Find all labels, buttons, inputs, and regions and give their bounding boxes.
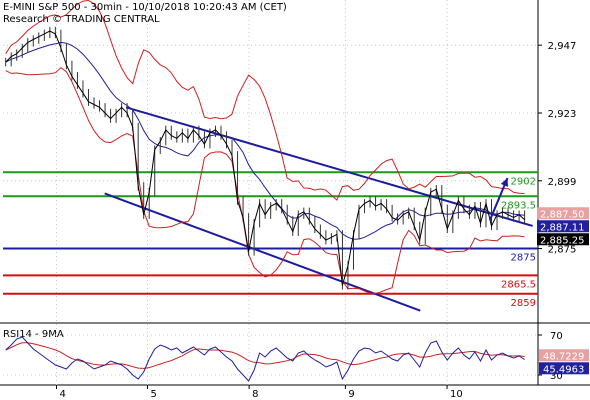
chart-title: E-MINI S&P 500 - 30min - 10/10/2018 10:2… (3, 2, 287, 13)
rsi-tick-label: 70 (550, 331, 563, 342)
bollinger-lower-band (5, 66, 525, 294)
time-tick-label: 5 (150, 389, 156, 400)
time-tick-label: 9 (348, 389, 354, 400)
rsi-badge (539, 349, 589, 362)
price-tick-label: 2,947 (548, 41, 577, 52)
price-tick-label: 2,899 (548, 177, 577, 188)
projection-arrow-head (500, 177, 509, 187)
channel-upper-line (125, 106, 533, 227)
level-label: 2875 (511, 253, 536, 264)
level-label: 2893.5 (501, 200, 536, 211)
rsi-badge (539, 362, 589, 375)
level-label: 2859 (511, 298, 536, 309)
time-tick-label: 10 (450, 389, 463, 400)
price-badge-label: 2,887.11 (540, 222, 585, 233)
price-badge (537, 220, 589, 233)
price-badge (537, 207, 589, 220)
rsi-badge-label: 48.7229 (543, 351, 584, 362)
channel-lower-line (104, 192, 421, 312)
price-tick-label: 2,923 (548, 109, 577, 120)
rsi-signal-line (5, 342, 525, 369)
rsi-line (5, 336, 525, 382)
level-label: 2902 (511, 176, 536, 187)
close-price-line (5, 30, 525, 286)
time-tick-label: 4 (60, 389, 66, 400)
chart-subtitle: Research © TRADING CENTRAL (3, 14, 160, 25)
price-badge-label: 2,885.25 (540, 235, 585, 246)
price-tick-label: 2,875 (548, 245, 577, 256)
time-tick-label: 8 (252, 389, 258, 400)
bollinger-upper-band (5, 0, 525, 201)
price-badge (537, 233, 589, 246)
rsi-label: RSI14 - 9MA (3, 329, 64, 340)
price-badge-label: 2,887.50 (540, 209, 585, 220)
rsi-badge-label: 45.4963 (543, 364, 584, 375)
level-label: 2865.5 (501, 279, 536, 290)
rsi-tick-label: 30 (550, 371, 563, 382)
moving-average-line (5, 41, 525, 240)
